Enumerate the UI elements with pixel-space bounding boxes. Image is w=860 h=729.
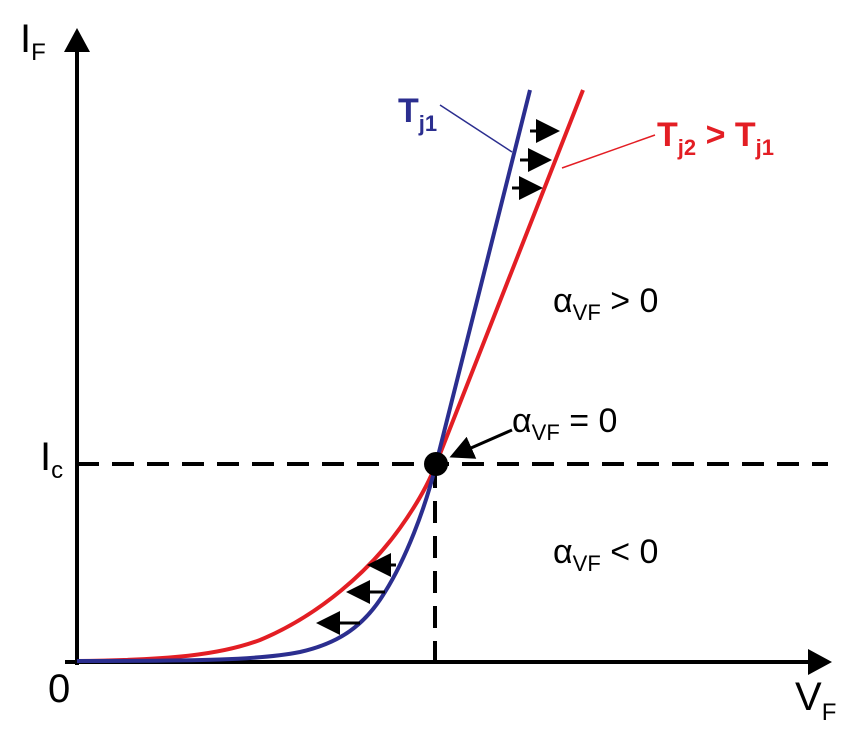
x-axis-arrow-icon	[808, 649, 832, 675]
tj1-curve	[76, 89, 532, 663]
y-axis-arrow-icon	[64, 28, 90, 52]
tj2-label: Tj2 > Tj1	[657, 116, 774, 160]
origin-label: 0	[48, 667, 70, 711]
tj2-leader-line	[561, 134, 656, 169]
x-axis-label: VF	[795, 675, 836, 726]
crossing-point	[424, 452, 448, 476]
y-axis-label: IF	[20, 17, 46, 66]
alpha-zero-pointer	[449, 428, 513, 459]
ic-label: Ic	[40, 435, 63, 484]
alpha-negative-label: αVF < 0	[553, 533, 658, 576]
tj1-label: Tj1	[398, 92, 437, 136]
tj1-leader-line	[439, 104, 513, 153]
tj2-curve	[76, 89, 585, 663]
alpha-positive-label: αVF > 0	[553, 282, 658, 325]
alpha-zero-label: αVF = 0	[512, 402, 617, 445]
